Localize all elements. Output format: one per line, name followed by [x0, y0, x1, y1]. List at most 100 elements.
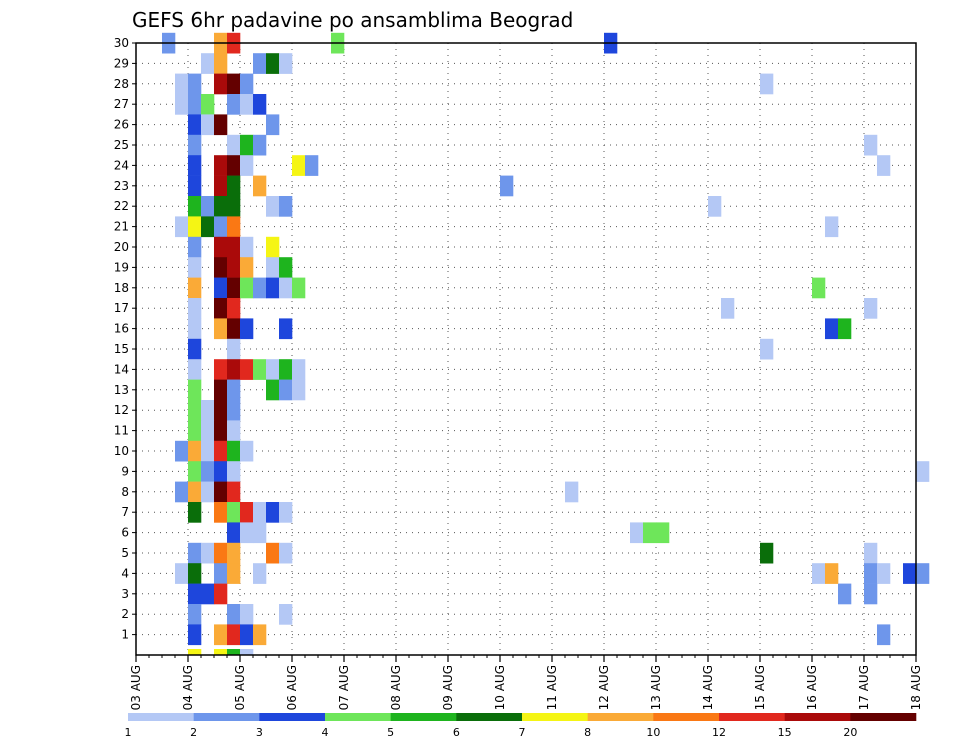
colorbar-segment — [850, 713, 917, 721]
precip-cell — [214, 216, 228, 238]
precip-cell — [188, 502, 202, 523]
precip-cell — [175, 94, 189, 115]
colorbar-label: 6 — [453, 726, 460, 739]
x-axis-ticks: 03 AUG 04 AUG 05 AUG 06 AUG 07 AUG 08 AUG 09 A… — [129, 655, 923, 710]
precip-cell — [214, 379, 228, 401]
precip-cell — [214, 114, 228, 136]
colorbar-segment — [259, 713, 326, 721]
precip-cell — [266, 359, 280, 380]
precip-cell — [227, 196, 241, 217]
precip-cell — [188, 155, 202, 176]
colorbar-segment — [456, 713, 523, 721]
y-tick-label: 10 — [114, 444, 129, 458]
precip-cell — [227, 420, 241, 442]
precip-cell — [864, 583, 878, 605]
precip-cell — [279, 257, 293, 278]
precip-cell-strip — [240, 649, 254, 655]
precip-cell — [201, 583, 215, 605]
precip-cell — [266, 257, 280, 278]
precip-cell — [864, 563, 878, 584]
precip-cell — [214, 196, 228, 217]
x-tick-label: 08 AUG — [389, 665, 403, 710]
y-tick-label: 29 — [114, 56, 129, 70]
chart-title: GEFS 6hr padavine po ansamblima Beograd — [132, 8, 573, 32]
precip-cell — [188, 400, 202, 421]
x-tick-label: 06 AUG — [285, 665, 299, 710]
precip-cell — [175, 440, 189, 462]
y-tick-label: 24 — [114, 158, 129, 172]
precip-cell — [253, 563, 267, 584]
colorbar-segment — [522, 713, 588, 721]
colorbar-segment — [128, 713, 194, 721]
precip-cell — [253, 175, 267, 197]
precip-cell — [253, 624, 267, 646]
precip-cell — [864, 542, 878, 564]
precip-cell — [240, 359, 254, 380]
precip-cell — [240, 624, 254, 646]
y-tick-label: 4 — [121, 566, 129, 580]
precip-cell — [214, 257, 228, 278]
precip-cell — [279, 53, 293, 74]
x-tick-label: 12 AUG — [597, 665, 611, 710]
colorbar-segment — [193, 713, 260, 721]
y-tick-label: 28 — [114, 77, 129, 91]
precip-cell — [877, 563, 891, 584]
precip-cell — [201, 440, 215, 462]
precip-cell — [201, 53, 215, 74]
precip-cell — [201, 481, 215, 503]
precip-cell — [201, 94, 215, 115]
precip-cell — [227, 257, 241, 278]
precip-cell — [760, 338, 774, 360]
precip-cell — [214, 277, 228, 299]
precip-cell — [240, 73, 254, 95]
precip-cell — [227, 379, 241, 401]
y-tick-label: 6 — [121, 526, 129, 540]
precip-cell — [188, 461, 202, 482]
precip-cell — [227, 338, 241, 360]
y-tick-label: 14 — [114, 362, 129, 376]
precip-cell — [188, 604, 202, 625]
precip-cell — [188, 73, 202, 95]
y-tick-label: 30 — [114, 36, 129, 50]
precip-cell — [227, 400, 241, 421]
precip-cell — [227, 216, 241, 238]
precip-cell — [630, 522, 644, 544]
precip-cell — [201, 216, 215, 238]
precip-cell — [201, 420, 215, 442]
precip-cell — [214, 298, 228, 319]
precip-cell — [188, 134, 202, 156]
x-tick-label: 09 AUG — [441, 665, 455, 710]
precip-cell — [227, 298, 241, 319]
colorbar-segment — [587, 713, 654, 721]
y-tick-label: 23 — [114, 179, 129, 193]
y-tick-label: 9 — [121, 464, 129, 478]
colorbar-label: 1 — [125, 726, 132, 739]
precip-cell — [240, 134, 254, 156]
colorbar-label: 20 — [843, 726, 857, 739]
precip-cell — [253, 94, 267, 115]
y-tick-label: 25 — [114, 138, 129, 152]
precip-cell — [292, 155, 306, 176]
precip-cell — [721, 298, 735, 319]
colorbar-label: 3 — [256, 726, 263, 739]
precip-cell — [214, 53, 228, 74]
precip-cell — [240, 155, 254, 176]
precip-cell — [266, 114, 280, 136]
colorbar-label: 4 — [322, 726, 329, 739]
precip-cell — [240, 440, 254, 462]
precip-cell — [240, 522, 254, 544]
y-tick-label: 8 — [121, 485, 129, 499]
precip-cell — [188, 175, 202, 197]
y-tick-label: 7 — [121, 505, 129, 519]
y-tick-label: 1 — [121, 628, 129, 642]
precip-cell — [175, 73, 189, 95]
precip-cell — [188, 257, 202, 278]
x-tick-label: 11 AUG — [545, 665, 559, 710]
x-tick-label: 15 AUG — [753, 665, 767, 710]
colorbar-label: 10 — [646, 726, 660, 739]
precip-cell — [188, 542, 202, 564]
y-tick-label: 26 — [114, 118, 129, 132]
precip-cell — [227, 175, 241, 197]
precip-cell — [266, 53, 280, 74]
